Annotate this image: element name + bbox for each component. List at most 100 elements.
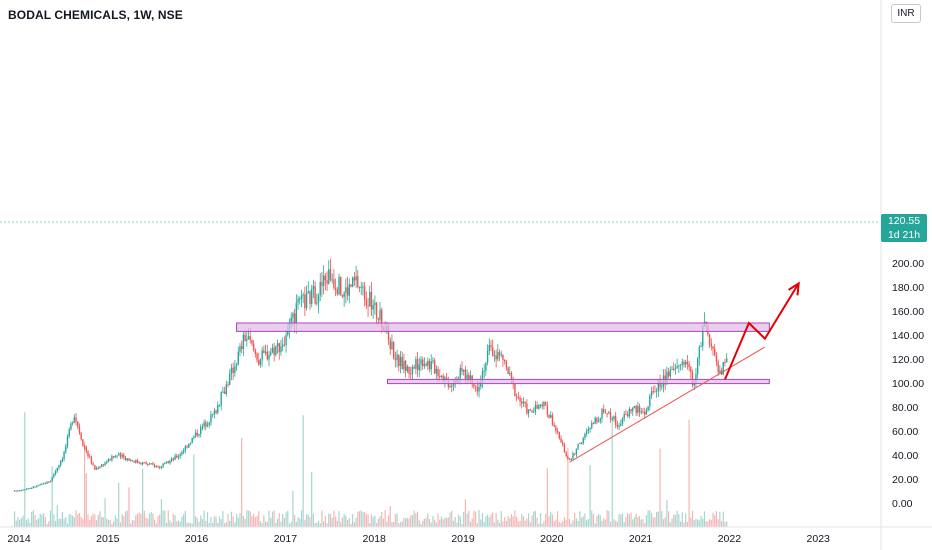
volume-bar bbox=[536, 517, 538, 527]
candle-body bbox=[63, 451, 65, 459]
volume-bar bbox=[136, 513, 139, 527]
candle-body bbox=[596, 417, 598, 423]
candle-body bbox=[322, 275, 325, 287]
candle-body bbox=[65, 445, 67, 452]
volume-bar bbox=[521, 513, 523, 527]
candle-body bbox=[252, 343, 255, 350]
volume-bar bbox=[668, 511, 670, 527]
candle-body bbox=[295, 302, 298, 324]
volume-bar bbox=[37, 518, 40, 527]
candle-body bbox=[548, 414, 550, 418]
candle-body bbox=[82, 439, 84, 446]
volume-bar bbox=[468, 510, 470, 527]
candle-body bbox=[143, 462, 146, 464]
volume-bar bbox=[683, 522, 685, 527]
price-axis[interactable]: 200.00 180.00 160.00 140.00 120.00 100.00 80.0… bbox=[892, 258, 924, 510]
candle-body bbox=[355, 276, 357, 281]
zone-rectangle[interactable] bbox=[236, 322, 770, 332]
volume-bar bbox=[580, 517, 583, 527]
candle-body bbox=[46, 481, 48, 484]
volume-bar bbox=[567, 448, 569, 527]
volume-bar bbox=[690, 517, 692, 527]
volume-bar bbox=[172, 513, 174, 527]
volume-bar bbox=[577, 521, 579, 527]
volume-bar bbox=[473, 510, 475, 527]
candle-body bbox=[563, 444, 566, 453]
candle-body bbox=[259, 359, 262, 365]
volume-bar bbox=[201, 519, 204, 527]
candle-body bbox=[75, 417, 77, 422]
volume-bar bbox=[77, 514, 79, 527]
volume-bar bbox=[261, 523, 263, 527]
current-price-value: 120.55 bbox=[887, 215, 921, 227]
candle-body bbox=[725, 358, 728, 363]
volume-bar bbox=[662, 519, 665, 527]
volume-bar bbox=[116, 518, 118, 527]
volume-bar bbox=[63, 518, 65, 527]
volume-bar bbox=[548, 515, 550, 527]
volume-bar bbox=[295, 521, 297, 527]
candle-body bbox=[302, 294, 304, 296]
candle-body bbox=[577, 444, 579, 449]
volume-bar bbox=[213, 516, 215, 527]
candle-body bbox=[246, 338, 248, 341]
time-axis[interactable]: 2014 2015 2016 2017 2018 2019 2020 2021 2022 2023 bbox=[7, 533, 830, 545]
projection-path[interactable] bbox=[724, 282, 800, 380]
volume-bar bbox=[53, 514, 55, 527]
volume-bar bbox=[609, 521, 612, 527]
candle-body bbox=[601, 409, 603, 419]
candle-body bbox=[300, 295, 303, 299]
candle-body bbox=[186, 446, 188, 448]
volume-bar bbox=[533, 511, 535, 527]
volume-bar bbox=[324, 515, 326, 527]
volume-bar bbox=[608, 510, 610, 527]
volume-bar bbox=[101, 516, 103, 527]
candle-body bbox=[106, 462, 108, 464]
candle-body bbox=[217, 405, 219, 413]
candle-body bbox=[517, 397, 520, 399]
volume-bar bbox=[126, 510, 128, 527]
currency-button[interactable]: INR bbox=[891, 4, 921, 23]
candle-body bbox=[270, 352, 272, 355]
volume-bar bbox=[454, 517, 456, 527]
volume-bar bbox=[644, 523, 646, 527]
price-tick-label: 0.00 bbox=[892, 498, 913, 510]
volume-bar bbox=[346, 520, 349, 527]
volume-bar bbox=[457, 514, 460, 527]
candle-body bbox=[365, 299, 368, 306]
candle-body bbox=[683, 361, 685, 365]
volume-bar bbox=[459, 516, 461, 527]
volume-bar bbox=[678, 514, 680, 527]
candle-body bbox=[551, 415, 554, 425]
zone-rectangle[interactable] bbox=[387, 378, 770, 385]
candle-body bbox=[77, 421, 79, 427]
volume-bar bbox=[256, 516, 258, 527]
candle-body bbox=[560, 438, 562, 443]
volume-bar bbox=[237, 517, 239, 527]
candle-body bbox=[478, 386, 480, 392]
candle-body bbox=[324, 275, 327, 281]
volume-bar bbox=[102, 517, 104, 527]
volume-bar bbox=[550, 511, 552, 527]
candle-body bbox=[258, 360, 260, 365]
volume-bar bbox=[203, 510, 205, 527]
volume-bar bbox=[389, 506, 391, 527]
candle-body bbox=[567, 456, 569, 459]
candle-body bbox=[157, 465, 159, 467]
volume-bar bbox=[597, 514, 600, 527]
candle-body bbox=[285, 334, 287, 345]
volume-bar bbox=[539, 513, 542, 527]
volume-bar bbox=[570, 523, 572, 527]
candle-body bbox=[340, 276, 342, 295]
candle-body bbox=[635, 405, 637, 413]
candle-body bbox=[51, 477, 53, 482]
volume-bar bbox=[621, 513, 624, 527]
volume-bar bbox=[290, 522, 292, 527]
volume-bar bbox=[720, 521, 723, 527]
candle-body bbox=[613, 416, 615, 420]
trendline[interactable] bbox=[569, 346, 766, 463]
volume-bar bbox=[111, 523, 113, 527]
candle-body bbox=[565, 452, 567, 457]
price-tick-label: 100.00 bbox=[892, 378, 924, 390]
